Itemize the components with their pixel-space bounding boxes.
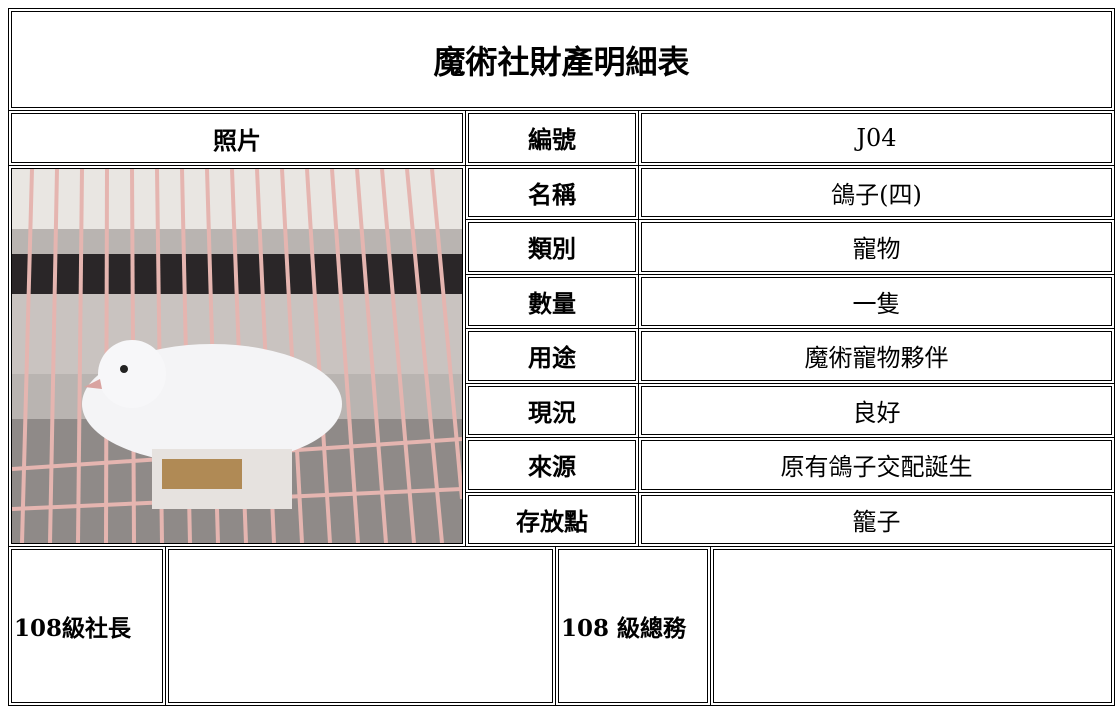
field-label: 存放點 (465, 491, 639, 547)
field-value: 一隻 (638, 273, 1115, 329)
field-value: 魔術寵物夥伴 (638, 328, 1115, 384)
photo (12, 169, 462, 543)
signature-label: 108級社長 (8, 546, 166, 706)
field-value: 鴿子(四) (638, 164, 1115, 220)
field-label: 用途 (465, 328, 639, 384)
field-label: 來源 (465, 437, 639, 493)
signature-label: 108 級總務 (555, 546, 711, 706)
field-value: 籠子 (638, 491, 1115, 547)
field-label: 數量 (465, 273, 639, 329)
field-value: 良好 (638, 382, 1115, 438)
signature-box (165, 546, 556, 706)
field-label: 類別 (465, 219, 639, 275)
table-title: 魔術社財產明細表 (8, 8, 1115, 111)
field-value: 原有鴿子交配誕生 (638, 437, 1115, 493)
field-label: 現況 (465, 382, 639, 438)
field-label: 編號 (465, 110, 639, 166)
field-label: 名稱 (465, 164, 639, 220)
field-value: J04 (638, 110, 1115, 166)
photo-cell (8, 165, 466, 547)
field-value: 寵物 (638, 219, 1115, 275)
signature-box (710, 546, 1115, 706)
page: 魔術社財產明細表 照片 108級社長 108 級總務 (() => { cons… (8, 8, 1115, 706)
photo-header: 照片 (8, 110, 466, 166)
